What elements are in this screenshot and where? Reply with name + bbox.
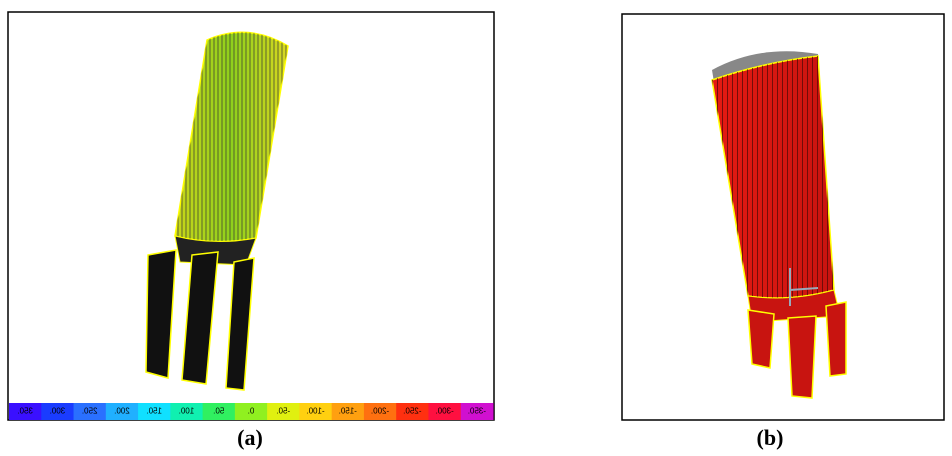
- colorbar-label: -50.: [276, 407, 290, 416]
- caption: (a): [237, 425, 263, 450]
- colorbar-label: -250.: [403, 407, 421, 416]
- colorbar-label: -300.: [435, 407, 453, 416]
- colorbar-label: -150.: [339, 407, 357, 416]
- panel-b: [622, 14, 944, 420]
- colorbar-label: 350.: [17, 407, 33, 416]
- colorbar: 350. 300. 250. 200. 150. 100. 50. 0. -50. -100. -1…: [9, 403, 494, 420]
- colorbar-label: 100.: [179, 407, 195, 416]
- figure: 350. 300. 250. 200. 150. 100. 50. 0. -50. -100. -1…: [0, 0, 952, 456]
- colorbar-label: -100.: [306, 407, 324, 416]
- colorbar-label: 0.: [248, 407, 255, 416]
- colorbar-label: 250.: [82, 407, 98, 416]
- colorbar-label: 150.: [146, 407, 162, 416]
- page: {"panels": [ {"caption": "(a)", "colorba…: [0, 0, 952, 456]
- colorbar-label: 200.: [114, 407, 130, 416]
- colorbar-label: -350.: [468, 407, 486, 416]
- panel-a: 350. 300. 250. 200. 150. 100. 50. 0. -50. -100. -1…: [8, 12, 494, 420]
- colorbar-label: 300.: [50, 407, 66, 416]
- colorbar-label: 50.: [213, 407, 224, 416]
- caption: (b): [757, 425, 784, 450]
- colorbar-label: -200.: [371, 407, 389, 416]
